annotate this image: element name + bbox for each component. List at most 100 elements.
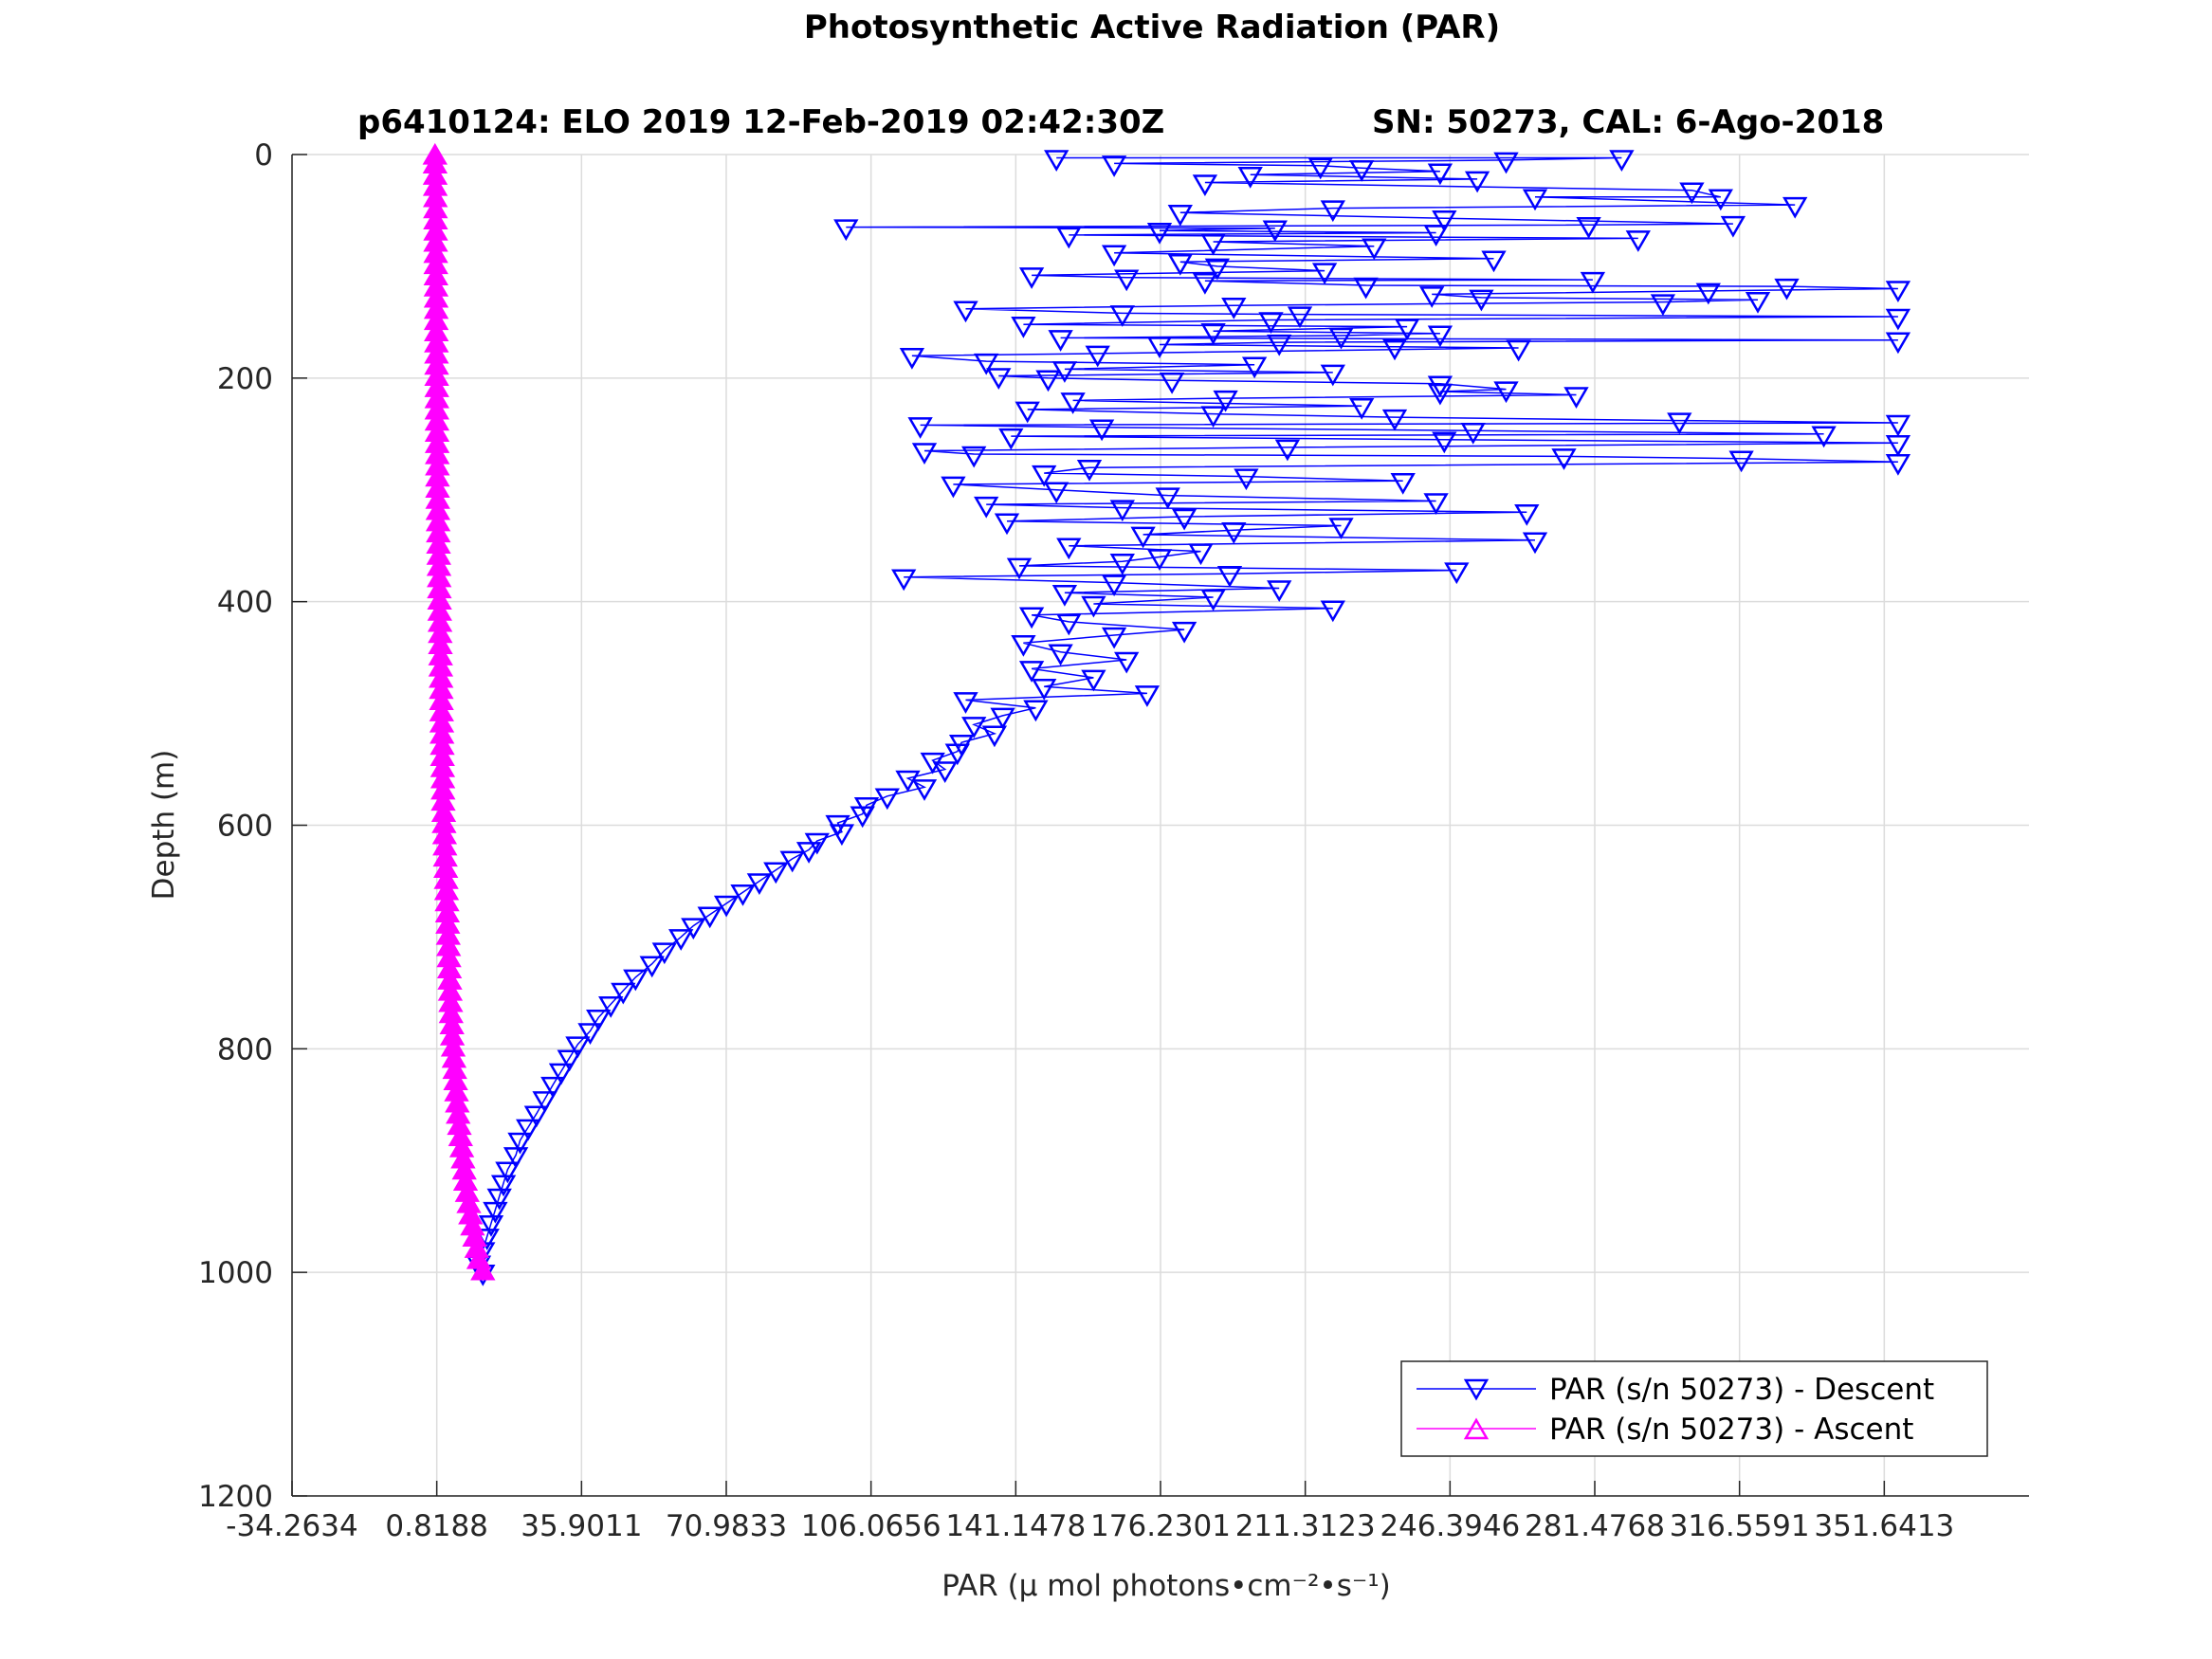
descent-point — [1109, 500, 1135, 522]
ascent-point — [423, 185, 448, 208]
descent-point — [1563, 387, 1589, 409]
descent-point — [829, 824, 855, 847]
ascent-point — [428, 632, 453, 655]
descent-point — [1109, 305, 1135, 327]
descent-point — [540, 1076, 566, 1099]
ascent-point — [423, 196, 448, 219]
ascent-point — [430, 766, 456, 789]
descent-point — [1171, 508, 1197, 531]
descent-point — [1362, 238, 1387, 261]
descent-point — [1221, 297, 1247, 319]
descent-point — [941, 476, 966, 499]
ascent-point — [424, 364, 449, 387]
descent-point — [1609, 150, 1635, 172]
x-tick-label: 211.3123 — [1235, 1509, 1376, 1543]
descent-point — [1811, 426, 1837, 448]
descent-point — [833, 219, 859, 242]
descent-point — [1522, 532, 1548, 555]
ascent-point — [423, 297, 449, 319]
descent-point — [565, 1036, 591, 1059]
descent-point — [1035, 370, 1061, 392]
ascent-point — [426, 543, 451, 565]
ascent-point — [424, 375, 449, 397]
ascent-point — [424, 331, 449, 353]
legend-descent-marker — [1463, 1378, 1490, 1401]
ascent-point — [437, 978, 464, 1001]
descent-point — [1155, 487, 1180, 510]
descent-point — [1885, 454, 1911, 476]
tick-labels: -34.2634 0.8188 35.9011 70.9833 106.0656 141.… — [198, 138, 1954, 1543]
ascent-point — [433, 878, 460, 901]
descent-point — [932, 761, 958, 783]
ascent-point — [436, 945, 462, 968]
descent-point — [998, 428, 1024, 450]
descent-point — [911, 779, 938, 801]
descent-point — [1015, 401, 1040, 424]
descent-point — [891, 569, 917, 592]
descent-point — [1221, 521, 1247, 544]
ascent-point — [424, 420, 450, 443]
descent-point — [1469, 289, 1494, 312]
ascent-point — [436, 957, 463, 979]
descent-point — [1381, 338, 1408, 361]
ascent-point — [445, 1090, 470, 1113]
descent-point — [483, 1201, 508, 1224]
descent-point — [1885, 308, 1911, 331]
ascent-point — [423, 229, 448, 252]
descent-point — [1493, 381, 1519, 404]
ascent-point — [425, 465, 450, 487]
descent-point — [730, 884, 756, 906]
descent-point — [503, 1147, 529, 1169]
ascent-point — [435, 912, 461, 934]
descent-point — [974, 496, 999, 519]
ascent-point — [426, 532, 451, 554]
ascent-point — [425, 498, 451, 520]
descent-point — [577, 1023, 603, 1045]
y-tick-label: 600 — [217, 810, 273, 844]
ascent-point — [440, 1034, 466, 1057]
descent-point — [697, 906, 722, 929]
chart-subtitle-left: p6410124: ELO 2019 12-Feb-2019 02:42:30Z — [357, 103, 1164, 141]
descent-point — [1044, 150, 1069, 172]
descent-point — [953, 692, 978, 714]
descent-point — [1625, 230, 1651, 252]
descent-point — [1394, 319, 1420, 341]
descent-point — [1551, 448, 1577, 470]
descent-point — [1650, 294, 1676, 317]
descent-point — [1200, 406, 1226, 428]
legend-descent-label: PAR (s/n 50273) - Descent — [1549, 1373, 1934, 1407]
x-tick-label: -34.2634 — [226, 1509, 357, 1543]
descent-point — [1134, 685, 1161, 707]
ascent-point — [423, 241, 448, 264]
ascent-point — [429, 710, 455, 733]
ascent-point — [422, 163, 448, 185]
descent-point — [1262, 220, 1288, 243]
descent-point — [1237, 166, 1263, 189]
ascent-point — [423, 219, 448, 241]
descent-point — [1192, 174, 1218, 196]
x-tick-label: 316.5591 — [1670, 1509, 1810, 1543]
x-tick-label: 70.9833 — [666, 1509, 787, 1543]
ascent-point — [432, 845, 458, 867]
descent-point — [1048, 330, 1073, 352]
descent-point — [1101, 155, 1127, 177]
descent-point — [1506, 339, 1531, 362]
descent-point — [1130, 526, 1156, 549]
descent-point — [1381, 409, 1408, 431]
descent-point — [1287, 306, 1313, 329]
descent-point — [1234, 468, 1259, 491]
descent-point — [981, 725, 1008, 748]
descent-point — [1018, 607, 1045, 629]
descent-point — [1146, 222, 1173, 245]
ascent-point — [438, 990, 464, 1012]
descent-point — [1258, 312, 1284, 334]
descent-point — [478, 1215, 504, 1237]
descent-point — [1427, 163, 1453, 186]
ascent-point — [446, 1102, 471, 1124]
descent-point — [1580, 271, 1606, 294]
descent-point — [651, 942, 677, 965]
descent-point — [639, 956, 665, 978]
descent-point — [586, 1010, 612, 1031]
descent-point — [1056, 227, 1082, 249]
descent-point — [1032, 465, 1057, 487]
